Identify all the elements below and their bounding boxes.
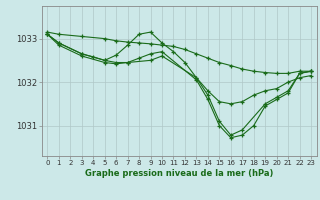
X-axis label: Graphe pression niveau de la mer (hPa): Graphe pression niveau de la mer (hPa) (85, 169, 273, 178)
